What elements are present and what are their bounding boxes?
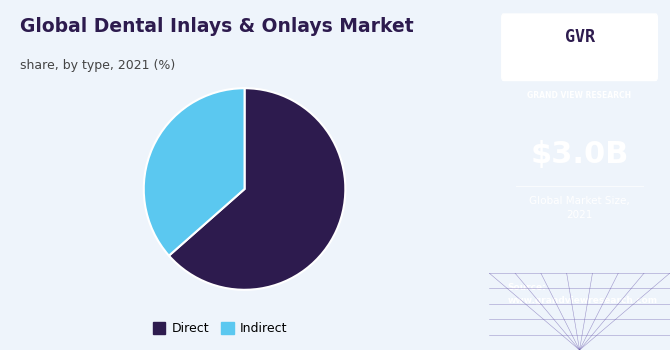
- Text: Source:
www.grandviewresearch.com: Source: www.grandviewresearch.com: [507, 284, 657, 305]
- Wedge shape: [144, 88, 245, 256]
- Text: Global Dental Inlays & Onlays Market: Global Dental Inlays & Onlays Market: [19, 18, 413, 36]
- Text: $3.0B: $3.0B: [531, 140, 628, 169]
- Text: GVR: GVR: [565, 28, 594, 46]
- Text: GRAND VIEW RESEARCH: GRAND VIEW RESEARCH: [527, 91, 632, 100]
- Text: share, by type, 2021 (%): share, by type, 2021 (%): [19, 60, 175, 72]
- FancyBboxPatch shape: [502, 14, 657, 80]
- Legend: Direct, Indirect: Direct, Indirect: [147, 317, 293, 340]
- Wedge shape: [169, 88, 345, 290]
- Text: Global Market Size,
2021: Global Market Size, 2021: [529, 196, 630, 220]
